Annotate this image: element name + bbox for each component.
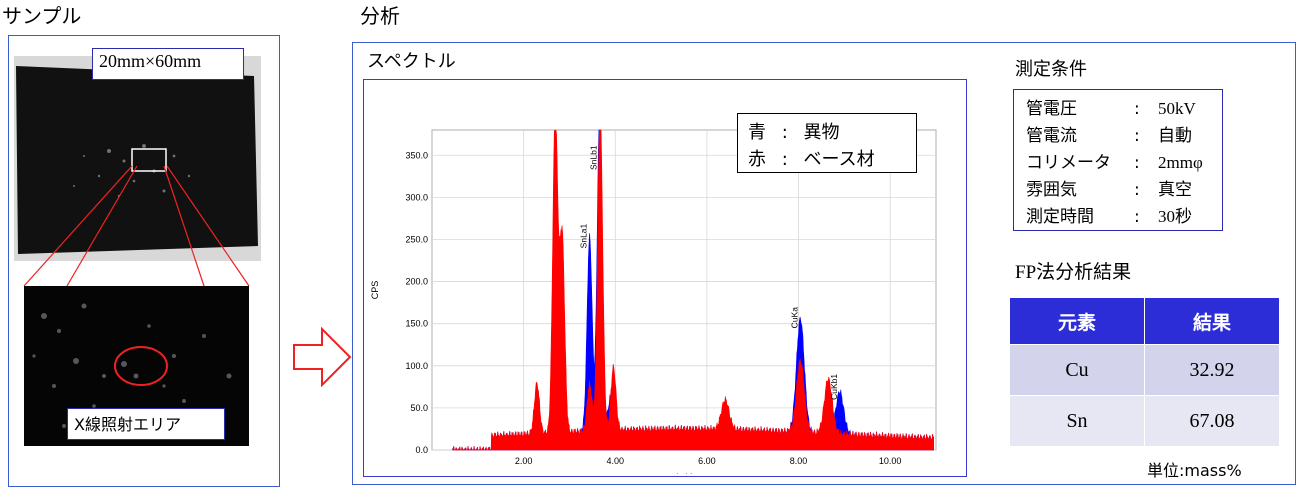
conditions-box: 管電圧:50kV 管電流: 自動 コリメータ:2mmφ 雰囲気: 真空 測定時間:3… — [1013, 89, 1223, 231]
table-row: Cu 32.92 — [1009, 344, 1280, 396]
unit-text: 単位:mass% — [1147, 461, 1242, 480]
sample-panel: 20mm×60mm X線照射エリア — [8, 35, 280, 487]
condition-label: 管電圧 — [1026, 99, 1077, 119]
result-cell: 32.92 — [1144, 344, 1280, 396]
spectrum-frame: 0.0 50.0 100.0 150.0 200.0 250.0 300.0 350.0 2.0… — [363, 79, 967, 482]
analysis-heading: 分析 — [360, 4, 400, 28]
peak-label: CuKa — [789, 307, 799, 329]
series-area-1 — [452, 129, 935, 451]
condition-label: 雰囲気 — [1026, 180, 1077, 200]
condition-value: 50kV — [1158, 99, 1196, 118]
x-axis-label: keV — [676, 472, 692, 474]
legend-item-base: 赤 : ベース材 — [748, 145, 875, 171]
condition-row: 雰囲気: 真空 — [1026, 175, 1192, 200]
condition-label: 測定時間 — [1026, 207, 1094, 227]
results-table: 元素 結果 Cu 32.92 Sn 67.08 — [1009, 297, 1280, 447]
condition-row: コリメータ:2mmφ — [1026, 148, 1203, 173]
y-axis-label: CPS — [370, 281, 380, 300]
chart-legend: 青 : 異物 赤 : ベース材 — [737, 113, 917, 173]
irradiation-circle — [114, 346, 168, 386]
conditions-title: 測定条件 — [1015, 59, 1087, 80]
x-tick-label: 8.00 — [790, 456, 808, 466]
analysis-panel: スペクトル 0.0 50.0 100.0 150.0 200.0 250.0 300.0 35… — [352, 42, 1296, 485]
x-tick-label: 4.00 — [607, 456, 625, 466]
legend-meaning: 異物 — [803, 122, 840, 143]
y-tick-label: 100.0 — [405, 361, 428, 371]
condition-sep: : — [1134, 180, 1140, 200]
results-table-wrap: 元素 結果 Cu 32.92 Sn 67.08 — [1009, 297, 1280, 447]
peak-label: CuKb1 — [829, 374, 839, 400]
sample-photo — [14, 56, 261, 261]
condition-value: 自動 — [1158, 126, 1192, 146]
x-tick-label: 10.00 — [879, 456, 902, 466]
table-row: Sn 67.08 — [1009, 395, 1280, 447]
y-tick-label: 150.0 — [405, 319, 428, 329]
legend-color-name: 青 — [748, 122, 766, 143]
condition-label: 管電流 — [1026, 126, 1077, 146]
y-tick-label: 0.0 — [415, 445, 428, 455]
condition-sep: : — [1134, 153, 1140, 173]
element-cell: Cu — [1009, 344, 1145, 396]
sample-size-label: 20mm×60mm — [92, 48, 244, 80]
y-tick-label: 300.0 — [405, 192, 428, 202]
y-tick-label: 350.0 — [405, 150, 428, 160]
result-cell: 67.08 — [1144, 395, 1280, 447]
condition-value: 真空 — [1158, 180, 1192, 200]
condition-label: コリメータ — [1026, 153, 1111, 173]
unit-label: 単位:mass% — [1147, 457, 1242, 481]
legend-sep: : — [781, 149, 788, 170]
sample-heading: サンプル — [2, 4, 82, 28]
zoom-source-rect — [131, 148, 167, 172]
sample-photo-texture — [14, 56, 261, 261]
legend-sep: : — [781, 122, 788, 143]
condition-row: 管電流: 自動 — [1026, 121, 1192, 146]
legend-meaning: ベース材 — [803, 149, 875, 170]
legend-item-foreign: 青 : 異物 — [748, 118, 839, 144]
condition-value: 30秒 — [1158, 207, 1192, 226]
zoomed-photo-texture — [32, 303, 232, 428]
y-tick-label: 250.0 — [405, 234, 428, 244]
y-tick-label: 50.0 — [410, 403, 428, 413]
condition-row: 管電圧:50kV — [1026, 94, 1196, 119]
x-tick-label: 2.00 — [515, 456, 533, 466]
element-cell: Sn — [1009, 395, 1145, 447]
peak-label: SnLb1 — [589, 145, 599, 170]
plot-area — [431, 129, 937, 451]
flow-arrow — [293, 327, 352, 387]
condition-sep: : — [1134, 99, 1140, 119]
condition-sep: : — [1134, 126, 1140, 146]
table-header-element: 元素 — [1009, 297, 1145, 345]
table-header-result: 結果 — [1144, 297, 1280, 345]
fp-results-title: FP法分析結果 — [1015, 262, 1132, 283]
peak-label: SnLa1 — [579, 223, 589, 248]
zoom-lines — [23, 165, 250, 287]
condition-row: 測定時間:30秒 — [1026, 202, 1192, 227]
condition-sep: : — [1134, 207, 1140, 227]
condition-value: 2mmφ — [1158, 153, 1203, 172]
x-tick-label: 6.00 — [698, 456, 716, 466]
legend-color-name: 赤 — [748, 149, 766, 170]
spectrum-chart: 0.0 50.0 100.0 150.0 200.0 250.0 300.0 350.0 2.0… — [370, 129, 937, 482]
y-tick-label: 200.0 — [405, 277, 428, 287]
spectrum-title: スペクトル — [367, 51, 456, 72]
irradiation-area-label: X線照射エリア — [67, 408, 225, 440]
